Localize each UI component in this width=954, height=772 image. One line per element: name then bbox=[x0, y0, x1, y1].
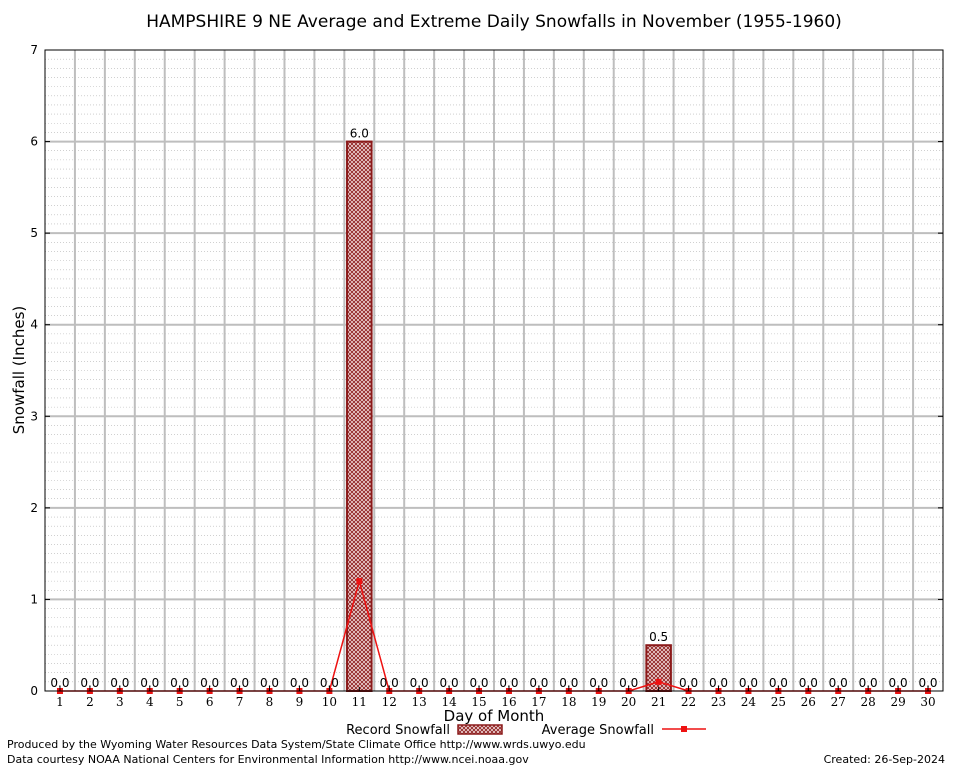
y-tick-label: 6 bbox=[30, 135, 38, 149]
plot-frame bbox=[44, 49, 944, 692]
x-tick-label: 14 bbox=[441, 695, 457, 709]
record-value-label: 0.0 bbox=[499, 676, 518, 690]
x-tick-label: 27 bbox=[831, 695, 846, 709]
x-tick-label: 12 bbox=[382, 695, 397, 709]
x-tick-label: 11 bbox=[352, 695, 367, 709]
x-tick-label: 5 bbox=[176, 695, 184, 709]
record-value-label: 0.0 bbox=[469, 676, 488, 690]
record-value-label: 0.0 bbox=[799, 676, 818, 690]
bar-value-labels: 0.0 0.0 0.0 0.0 0.0 0.0 0.0 0.0 0.0 0.0 6.0 0.0 0.0 0… bbox=[50, 127, 937, 690]
x-tick-label: 21 bbox=[651, 695, 666, 709]
average-snowfall-marker bbox=[356, 578, 363, 585]
x-tick-label: 6 bbox=[206, 695, 214, 709]
x-tick-label: 3 bbox=[116, 695, 124, 709]
x-tick-label: 7 bbox=[236, 695, 244, 709]
record-value-label: 0.0 bbox=[50, 676, 69, 690]
y-tick-label: 7 bbox=[30, 43, 38, 57]
record-value-label: 0.5 bbox=[649, 630, 668, 644]
record-value-label: 0.0 bbox=[80, 676, 99, 690]
x-tick-label: 29 bbox=[890, 695, 905, 709]
x-axis-label: Day of Month bbox=[444, 707, 545, 725]
average-snowfall-marker bbox=[655, 678, 662, 685]
y-tick-label: 2 bbox=[30, 501, 38, 515]
x-tick-label: 30 bbox=[920, 695, 935, 709]
x-tick-label: 25 bbox=[771, 695, 786, 709]
legend-record-swatch bbox=[457, 724, 503, 735]
x-tick-label: 2 bbox=[86, 695, 94, 709]
record-value-label: 0.0 bbox=[679, 676, 698, 690]
y-tick-label: 1 bbox=[30, 592, 38, 606]
record-value-label: 0.0 bbox=[320, 676, 339, 690]
record-value-label: 0.0 bbox=[859, 676, 878, 690]
record-value-label: 0.0 bbox=[140, 676, 159, 690]
record-value-label: 0.0 bbox=[829, 676, 848, 690]
record-value-label: 0.0 bbox=[918, 676, 937, 690]
record-value-label: 0.0 bbox=[410, 676, 429, 690]
record-value-label: 0.0 bbox=[380, 676, 399, 690]
record-value-label: 0.0 bbox=[110, 676, 129, 690]
record-value-label: 0.0 bbox=[559, 676, 578, 690]
y-tick-label: 0 bbox=[30, 684, 38, 698]
record-value-label: 0.0 bbox=[589, 676, 608, 690]
footer-data-courtesy: Data courtesy NOAA National Centers for … bbox=[7, 753, 529, 766]
record-value-label: 0.0 bbox=[260, 676, 279, 690]
x-tick-label: 22 bbox=[681, 695, 696, 709]
record-value-label: 0.0 bbox=[170, 676, 189, 690]
x-tick-label: 28 bbox=[861, 695, 876, 709]
x-tick-label: 17 bbox=[531, 695, 546, 709]
grid bbox=[45, 50, 943, 691]
record-value-label: 0.0 bbox=[619, 676, 638, 690]
record-value-label: 6.0 bbox=[350, 127, 369, 141]
record-value-label: 0.0 bbox=[889, 676, 908, 690]
record-value-label: 0.0 bbox=[200, 676, 219, 690]
chart-title: HAMPSHIRE 9 NE Average and Extreme Daily… bbox=[146, 12, 842, 32]
x-tick-label: 8 bbox=[266, 695, 274, 709]
legend-average-label: Average Snowfall bbox=[542, 723, 654, 738]
record-value-label: 0.0 bbox=[440, 676, 459, 690]
legend-record-label: Record Snowfall bbox=[346, 723, 450, 738]
record-value-label: 0.0 bbox=[739, 676, 758, 690]
y-tick-label: 5 bbox=[30, 226, 38, 240]
x-tick-label: 23 bbox=[711, 695, 726, 709]
record-value-label: 0.0 bbox=[290, 676, 309, 690]
y-tick-label: 4 bbox=[30, 318, 38, 332]
x-tick-label: 16 bbox=[501, 695, 516, 709]
x-tick-label: 9 bbox=[296, 695, 304, 709]
x-tick-label: 20 bbox=[621, 695, 636, 709]
x-tick-label: 26 bbox=[801, 695, 816, 709]
record-value-label: 0.0 bbox=[709, 676, 728, 690]
x-tick-label: 13 bbox=[412, 695, 427, 709]
x-tick-label: 10 bbox=[322, 695, 337, 709]
x-tick-label: 15 bbox=[471, 695, 486, 709]
record-snowfall-bar bbox=[346, 140, 373, 693]
record-value-label: 0.0 bbox=[529, 676, 548, 690]
footer-produced-by: Produced by the Wyoming Water Resources … bbox=[7, 738, 586, 751]
legend: Record Snowfall Average Snowfall bbox=[346, 723, 706, 738]
legend-average-marker bbox=[681, 726, 687, 732]
x-tick-label: 1 bbox=[56, 695, 64, 709]
y-tick-label: 3 bbox=[30, 409, 38, 423]
footer-created: Created: 26-Sep-2024 bbox=[824, 753, 945, 766]
x-tick-label: 19 bbox=[591, 695, 606, 709]
x-tick-label: 18 bbox=[561, 695, 576, 709]
record-value-label: 0.0 bbox=[769, 676, 788, 690]
x-tick-label: 24 bbox=[741, 695, 757, 709]
record-value-label: 0.0 bbox=[230, 676, 249, 690]
x-tick-label: 4 bbox=[146, 695, 154, 709]
y-axis-label: Snowfall (Inches) bbox=[10, 306, 28, 434]
record-snowfall-bars bbox=[346, 140, 672, 693]
